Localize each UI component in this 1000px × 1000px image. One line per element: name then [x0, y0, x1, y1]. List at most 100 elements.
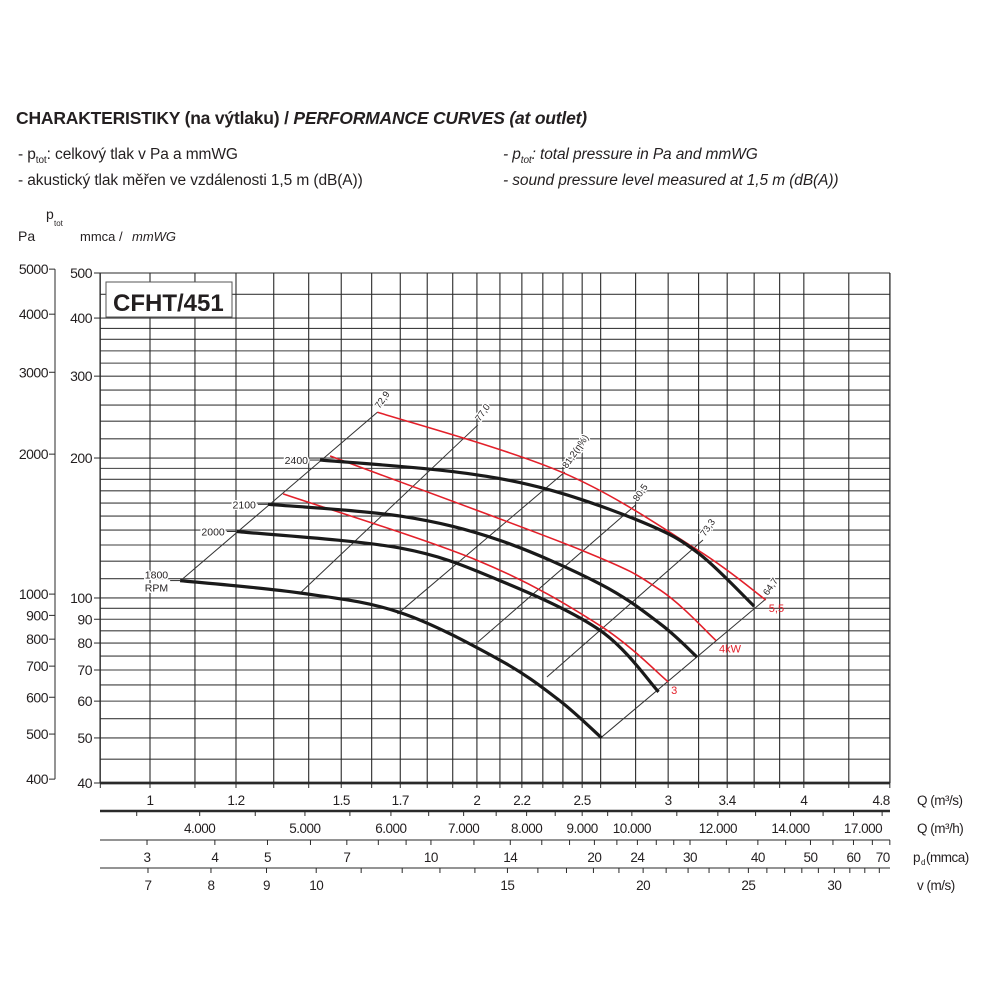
y-tick-label-pa: 600: [26, 689, 49, 705]
power-curve-label: 5,5: [769, 603, 784, 615]
model-box: [105, 281, 233, 318]
rpm-curve: [236, 529, 660, 693]
y-tick-label-mmwg: 50: [77, 730, 92, 746]
y-tick-label-mmwg: 90: [77, 611, 92, 627]
x-tick-label: 8.000: [511, 821, 542, 836]
rpm-label: 2000: [201, 526, 225, 538]
note-sub: tot: [35, 155, 47, 167]
rpm-curve: [267, 502, 699, 659]
efficiency-line: [546, 539, 704, 678]
y-tick-label-mmwg: 80: [77, 635, 92, 651]
y-axis-label-mm: mmca /: [80, 229, 123, 244]
x-tick-label: 14: [503, 850, 518, 865]
note-prefix: - p: [18, 146, 36, 163]
x-tick-label: 3.4: [719, 793, 737, 808]
efficiency-line: [397, 471, 566, 615]
x-tick-label: 3: [144, 850, 151, 865]
x-tick-label: 4.8: [873, 793, 890, 808]
x-tick-label: 60: [846, 850, 860, 865]
note-cz-sound: - akustický tlak měřen ve vzdálenosti 1,…: [18, 172, 363, 190]
x-tick-label: 20: [636, 878, 650, 893]
x-tick-label: 20: [587, 850, 601, 865]
x-axis-unit: Q (m³/h): [917, 821, 963, 836]
efficiency-line: [182, 411, 378, 580]
x-tick-label: 10.000: [613, 821, 651, 836]
y-tick-label-mmwg: 100: [70, 590, 93, 606]
x-tick-label: 17.000: [844, 821, 882, 836]
model-label: CFHT/451: [113, 290, 224, 317]
efficiency-line: [299, 424, 479, 594]
y-tick-label-pa: 400: [26, 771, 49, 787]
y-tick-label-mmwg: 500: [70, 265, 93, 281]
x-axis-unit: Q (m³/s): [917, 793, 963, 808]
x-tick-label: 7: [144, 878, 151, 893]
x-tick-label: 24: [630, 850, 645, 865]
y-tick-label-pa: 900: [26, 607, 49, 623]
rpm-unit-label: RPM: [145, 583, 168, 595]
x-tick-label: 5: [264, 850, 271, 865]
y-tick-label-pa: 3000: [19, 364, 49, 380]
x-tick-label: 1.7: [392, 793, 409, 808]
x-tick-label: 50: [803, 850, 817, 865]
x-tick-label: 25: [741, 878, 755, 893]
x-tick-label: 2: [473, 793, 480, 808]
rpm-label: 2400: [285, 455, 309, 467]
y-tick-label-mmwg: 400: [70, 310, 93, 326]
x-tick-label: 7: [343, 850, 350, 865]
y-tick-label-pa: 5000: [19, 261, 49, 277]
y-tick-label-pa: 500: [26, 726, 49, 742]
x-tick-label: 8: [207, 878, 214, 893]
x-tick-label: 1.5: [333, 793, 350, 808]
notes-en: - ptot: total pressure in Pa and mmWG - …: [503, 145, 839, 191]
x-tick-label: 14.000: [771, 821, 809, 836]
x-tick-label: 40: [751, 850, 765, 865]
y-tick-label-mmwg: 70: [77, 662, 92, 678]
x-tick-label: 30: [827, 878, 841, 893]
note-en-sound: - sound pressure level measured at 1,5 m…: [503, 172, 839, 190]
y-tick-label-mmwg: 60: [77, 693, 92, 709]
x-tick-label: 12.000: [699, 821, 737, 836]
efficiency-label: 64,7: [761, 576, 781, 597]
efficiency-line: [477, 504, 636, 643]
x-tick-label: 4: [211, 850, 219, 865]
x-axis-unit: v (m/s): [917, 878, 955, 893]
power-curve-label: 3: [671, 685, 677, 697]
rpm-curve: [179, 579, 603, 740]
y-tick-label-mmwg: 40: [77, 775, 92, 791]
x-tick-label: 2.5: [574, 793, 591, 808]
power-curve: [329, 455, 717, 642]
x-tick-label: 1.2: [227, 793, 244, 808]
note-text: : total pressure in Pa and mmWG: [531, 146, 758, 163]
y-tick-label-pa: 1000: [19, 586, 49, 602]
power-curve-label: 4kW: [719, 644, 742, 656]
rpm-label: 1800: [145, 570, 169, 582]
x-tick-label: 10: [424, 850, 438, 865]
x-tick-label: 6.000: [375, 821, 406, 836]
x-tick-label: 3: [665, 793, 672, 808]
power-curve: [377, 411, 767, 601]
title-en: PERFORMANCE CURVES (at outlet): [293, 108, 587, 128]
y-tick-label-mmwg: 300: [70, 368, 93, 384]
y-tick-label-pa: 700: [26, 658, 49, 674]
x-axis-unit-sub: d: [921, 858, 925, 867]
y-axis-label-mm-en: mmWG: [132, 229, 176, 244]
efficiency-label: 72,9: [373, 389, 393, 410]
y-tick-label-pa: 4000: [19, 306, 49, 322]
x-tick-label: 9: [263, 878, 270, 893]
x-tick-label: 2.2: [513, 793, 530, 808]
x-tick-label: 4: [800, 793, 808, 808]
note-cz-ptot: - ptot: celkový tlak v Pa a mmWG: [18, 145, 363, 171]
x-tick-label: 9.000: [567, 821, 598, 836]
x-tick-label: 10: [309, 878, 323, 893]
y-tick-label-mmwg: 200: [70, 450, 93, 466]
x-tick-label: 1: [146, 793, 153, 808]
y-axis-label-p: p: [46, 206, 54, 222]
note-prefix: - p: [503, 146, 521, 163]
x-tick-label: 70: [876, 850, 890, 865]
rpm-label: 2100: [233, 499, 257, 511]
efficiency-line: [600, 598, 767, 739]
note-sub: tot: [520, 155, 532, 167]
rpm-curve: [319, 458, 756, 608]
page-title: CHARAKTERISTIKY (na výtlaku) / PERFORMAN…: [16, 108, 587, 129]
